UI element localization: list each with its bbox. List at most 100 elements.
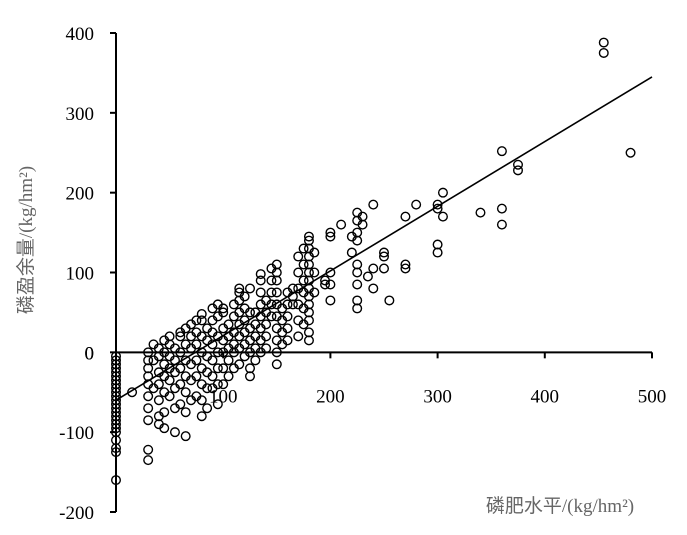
data-point	[475, 207, 486, 218]
data-point	[159, 423, 170, 434]
data-point	[309, 247, 320, 258]
data-point	[325, 279, 336, 290]
data-point	[239, 291, 250, 302]
data-point	[625, 147, 636, 158]
data-point	[368, 263, 379, 274]
y-axis-title: 磷盈余量/(kg/hm²)	[15, 166, 37, 314]
x-tick-label: 500	[638, 386, 667, 407]
x-tick-label: 200	[316, 386, 345, 407]
data-point	[143, 444, 154, 455]
data-point	[293, 331, 304, 342]
data-point	[175, 347, 186, 358]
data-point	[496, 219, 507, 230]
data-point	[175, 363, 186, 374]
data-point	[143, 403, 154, 414]
data-point	[218, 363, 229, 374]
data-point	[191, 315, 202, 326]
data-point	[282, 323, 293, 334]
data-point	[293, 251, 304, 262]
data-point	[191, 355, 202, 366]
data-point	[164, 375, 175, 386]
y-tick-label: 0	[85, 343, 95, 364]
x-tick-label: 400	[531, 386, 560, 407]
data-point	[164, 331, 175, 342]
data-point	[325, 267, 336, 278]
data-point	[255, 269, 266, 280]
data-point	[400, 259, 411, 270]
y-tick-label: 200	[66, 184, 95, 205]
data-point	[282, 335, 293, 346]
data-point	[164, 391, 175, 402]
data-point	[218, 307, 229, 318]
data-points	[110, 37, 636, 486]
data-point	[234, 283, 245, 294]
data-point	[180, 431, 191, 442]
data-point	[110, 475, 121, 486]
data-point	[261, 331, 272, 342]
data-point	[207, 371, 218, 382]
data-point	[336, 219, 347, 230]
data-point	[223, 319, 234, 330]
y-axis: 400 300 200 100 0 -100 -200	[59, 24, 117, 524]
y-tick-label: 300	[66, 104, 95, 125]
data-point	[598, 47, 609, 58]
data-point	[234, 359, 245, 370]
data-point	[175, 399, 186, 410]
data-point	[143, 391, 154, 402]
data-point	[513, 159, 524, 170]
data-point	[250, 355, 261, 366]
data-point	[271, 359, 282, 370]
data-point	[411, 199, 422, 210]
data-point	[309, 287, 320, 298]
data-point	[196, 395, 207, 406]
data-point	[266, 275, 277, 286]
data-point	[352, 227, 363, 238]
data-point	[175, 379, 186, 390]
data-point	[143, 455, 154, 466]
data-point	[191, 371, 202, 382]
data-point	[110, 351, 121, 362]
data-point	[303, 231, 314, 242]
data-point	[261, 319, 272, 330]
data-point	[346, 247, 357, 258]
data-point	[352, 279, 363, 290]
data-point	[202, 403, 213, 414]
data-point	[191, 339, 202, 350]
data-point	[320, 279, 331, 290]
data-point	[244, 363, 255, 374]
x-tick-label: 0	[85, 343, 95, 364]
data-point	[513, 165, 524, 176]
data-point	[143, 415, 154, 426]
data-point	[175, 331, 186, 342]
data-point	[212, 347, 223, 358]
data-point	[244, 307, 255, 318]
data-point	[196, 309, 207, 320]
data-point	[218, 379, 229, 390]
data-point	[212, 379, 223, 390]
data-point	[282, 311, 293, 322]
y-tick-label: 400	[66, 24, 95, 45]
data-point	[298, 259, 309, 270]
data-point	[202, 383, 213, 394]
data-point	[180, 387, 191, 398]
data-point	[432, 239, 443, 250]
data-point	[169, 427, 180, 438]
data-point	[384, 295, 395, 306]
data-point	[153, 379, 164, 390]
data-point	[357, 211, 368, 222]
y-tick-label: -100	[59, 423, 94, 444]
data-point	[143, 347, 154, 358]
data-point	[244, 283, 255, 294]
data-point	[282, 299, 293, 310]
data-point	[352, 259, 363, 270]
data-point	[255, 275, 266, 286]
data-point	[368, 199, 379, 210]
data-point	[196, 411, 207, 422]
x-axis-title: 磷肥水平/(kg/hm²)	[486, 495, 634, 517]
data-point	[255, 287, 266, 298]
data-point	[368, 283, 379, 294]
data-point	[110, 447, 121, 458]
data-point	[110, 355, 121, 366]
